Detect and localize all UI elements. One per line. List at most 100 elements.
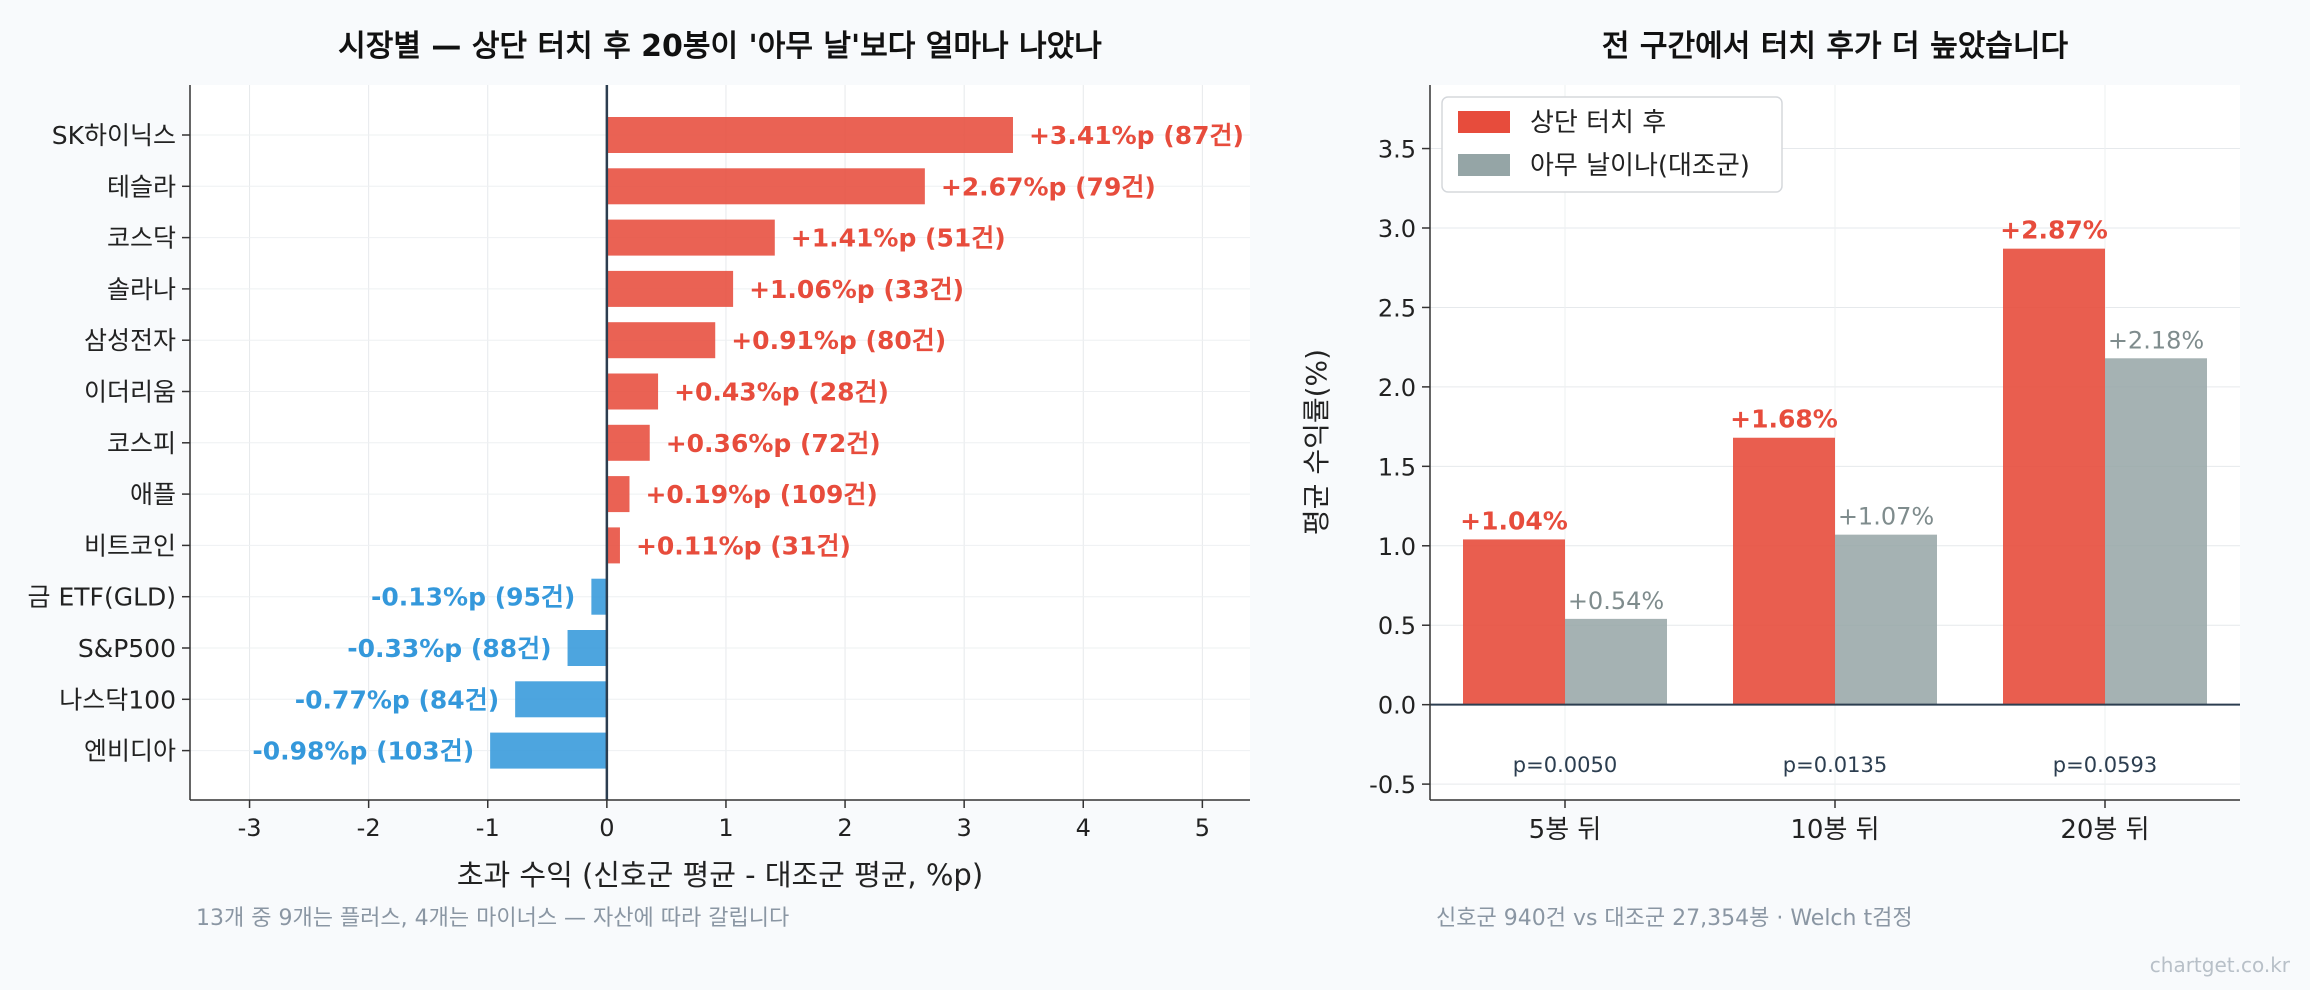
- left-x-tick-label: 2: [837, 814, 852, 842]
- category-label: 이더리움: [84, 378, 176, 407]
- bar-value-label: +1.07%: [1838, 503, 1934, 531]
- category-label: 테슬라: [107, 172, 176, 201]
- bar-value-label: +0.36%p (72건): [666, 429, 881, 458]
- bar-12: [490, 732, 607, 769]
- bar-value-label: +0.43%p (28건): [674, 378, 889, 407]
- bar-signal-2: [2003, 248, 2105, 705]
- left-chart-title: 시장별 — 상단 터치 후 20봉이 '아무 날'보다 얼마나 나았나: [338, 29, 1102, 64]
- bar-0: [606, 117, 1013, 153]
- bar-3: [606, 270, 734, 307]
- bar-value-label: +0.19%p (109건): [645, 480, 877, 509]
- category-label: 코스피: [107, 429, 176, 458]
- right-chart: +1.04% +1.68% +2.87% +0.54% +1.07% +2.18% p=0…: [1300, 29, 2240, 931]
- right-y-tick-label: 0.5: [1378, 612, 1416, 640]
- left-x-tick-label: -3: [238, 814, 262, 842]
- bar-6: [606, 424, 650, 461]
- category-label: SK하이닉스: [52, 121, 176, 150]
- left-x-tick-label: -1: [476, 814, 500, 842]
- bar-2: [606, 219, 775, 256]
- legend-label-signal: 상단 터치 후: [1530, 108, 1666, 138]
- right-y-axis-label: 평균 수익률(%): [1300, 349, 1333, 535]
- bar-value-label: +3.41%p (87건): [1029, 121, 1244, 150]
- category-label: S&P500: [78, 634, 176, 663]
- left-x-tick-label: 5: [1195, 814, 1210, 842]
- bar-1: [606, 168, 925, 205]
- right-y-tick-label: 0.0: [1378, 692, 1416, 720]
- category-label: 솔라나: [107, 275, 176, 304]
- category-label: 비트코인: [84, 531, 176, 560]
- legend: 상단 터치 후 아무 날이나(대조군): [1441, 96, 1783, 193]
- left-data-labels: +3.41%p (87건) +2.67%p (79건) +1.41%p (51건) +…: [252, 121, 1244, 766]
- category-label: 애플: [130, 480, 176, 509]
- legend-swatch-control: [1458, 154, 1510, 176]
- left-footnote: 13개 중 9개는 플러스, 4개는 마이너스 — 자산에 따라 갈립니다: [196, 906, 789, 931]
- left-x-tick-label: 1: [718, 814, 733, 842]
- right-p-values: p=0.0050 p=0.0135 p=0.0593: [1513, 753, 2157, 777]
- bar-value-label: -0.98%p (103건): [252, 737, 474, 766]
- right-y-tick-labels: -0.5 0.0 0.5 1.0 1.5 2.0 2.5 3.0 3.5: [1369, 136, 1430, 799]
- bar-value-label: +1.68%: [1730, 405, 1838, 434]
- bar-control-1: [1835, 534, 1937, 705]
- bar-10: [567, 630, 607, 666]
- right-category-labels: 5봉 뒤 10봉 뒤 20봉 뒤: [1529, 800, 2150, 845]
- right-category-label: 20봉 뒤: [2060, 815, 2149, 845]
- category-label: 코스닥: [107, 224, 176, 253]
- left-x-tick-label: 4: [1076, 814, 1091, 842]
- left-x-tick-label: 3: [957, 814, 972, 842]
- left-x-axis-label: 초과 수익 (신호군 평균 - 대조군 평균, %p): [457, 858, 983, 892]
- bar-7: [606, 476, 630, 513]
- right-bars: [1463, 248, 2207, 705]
- bar-control-0: [1565, 618, 1667, 705]
- legend-box: [1441, 96, 1783, 193]
- right-y-tick-label: 3.5: [1378, 136, 1416, 164]
- legend-label-control: 아무 날이나(대조군): [1530, 151, 1750, 181]
- bar-control-2: [2105, 358, 2207, 705]
- p-value-label: p=0.0050: [1513, 753, 1617, 777]
- right-y-tick-label: -0.5: [1369, 771, 1416, 799]
- right-y-tick-label: 3.0: [1378, 215, 1416, 243]
- p-value-label: p=0.0135: [1783, 753, 1887, 777]
- right-chart-title: 전 구간에서 터치 후가 더 높았습니다: [1602, 29, 2069, 64]
- bar-value-label: -0.33%p (88건): [347, 634, 551, 663]
- right-footnote: 신호군 940건 vs 대조군 27,354봉 · Welch t검정: [1436, 906, 1913, 931]
- left-x-tick-labels: -3 -2 -1 0 1 2 3 4 5: [238, 800, 1210, 842]
- right-y-tick-label: 1.5: [1378, 453, 1416, 481]
- left-x-tick-label: -2: [357, 814, 381, 842]
- category-label: 엔비디아: [84, 737, 176, 766]
- right-y-tick-label: 2.5: [1378, 294, 1416, 322]
- bar-signal-1: [1733, 437, 1835, 705]
- watermark: chartget.co.kr: [2150, 953, 2291, 977]
- legend-swatch-signal: [1458, 111, 1510, 133]
- left-chart: +3.41%p (87건) +2.67%p (79건) +1.41%p (51건) +…: [28, 29, 1250, 931]
- bar-value-label: +1.04%: [1460, 506, 1568, 535]
- bar-value-label: +2.87%: [2000, 216, 2108, 245]
- right-y-tick-label: 2.0: [1378, 374, 1416, 402]
- bar-value-label: +0.54%: [1568, 587, 1664, 615]
- category-label: 금 ETF(GLD): [28, 583, 176, 612]
- right-data-labels: +1.04% +1.68% +2.87% +0.54% +1.07% +2.18%: [1460, 216, 2204, 615]
- bar-9: [591, 578, 607, 615]
- category-label: 나스닥100: [59, 685, 176, 714]
- bar-value-label: +0.11%p (31건): [636, 531, 851, 560]
- right-category-label: 5봉 뒤: [1529, 815, 1602, 845]
- bar-value-label: -0.13%p (95건): [371, 583, 575, 612]
- bar-5: [606, 373, 659, 410]
- bar-value-label: +2.67%p (79건): [941, 172, 1156, 201]
- category-label: 삼성전자: [84, 326, 176, 355]
- bar-8: [606, 527, 620, 564]
- bar-value-label: -0.77%p (84건): [295, 685, 499, 714]
- bar-value-label: +0.91%p (80건): [731, 326, 946, 355]
- right-y-tick-label: 1.0: [1378, 533, 1416, 561]
- left-x-tick-label: 0: [599, 814, 614, 842]
- bar-11: [515, 681, 607, 718]
- bar-value-label: +1.41%p (51건): [791, 224, 1006, 253]
- bar-signal-0: [1463, 539, 1565, 705]
- left-bars: [490, 117, 1013, 769]
- p-value-label: p=0.0593: [2053, 753, 2157, 777]
- right-category-label: 10봉 뒤: [1790, 815, 1879, 845]
- bar-value-label: +1.06%p (33건): [749, 275, 964, 304]
- bar-4: [606, 322, 716, 359]
- bar-value-label: +2.18%: [2108, 326, 2204, 354]
